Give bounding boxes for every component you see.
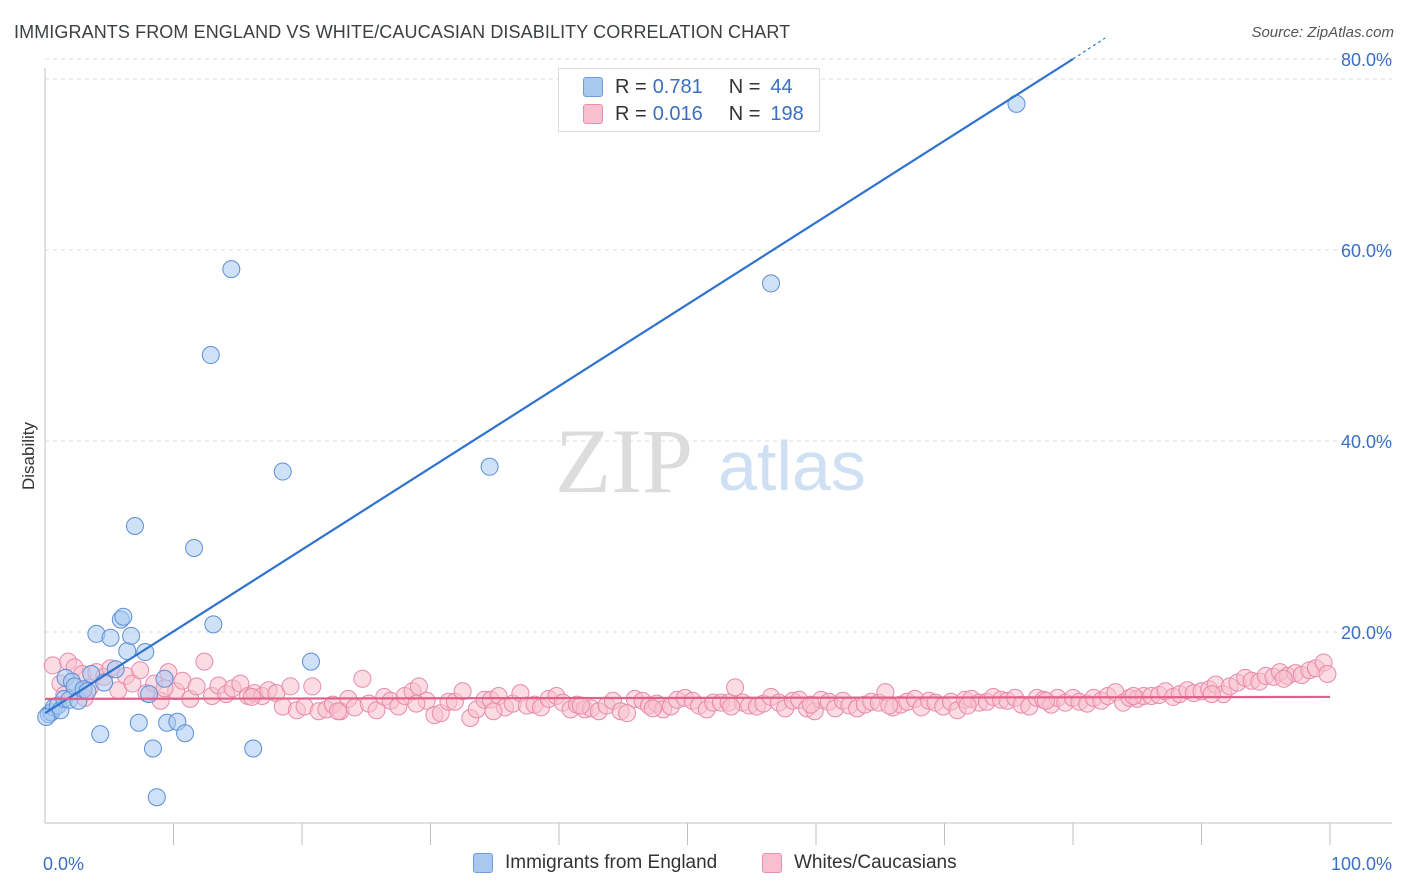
whites-point [187,677,206,696]
legend-swatch-whites [762,853,782,873]
legend-r-value: 0.781 [652,75,703,98]
legend-n-value: 44 [770,75,793,98]
chart-title: IMMIGRANTS FROM ENGLAND VS WHITE/CAUCASI… [14,22,791,42]
whites-point [484,702,503,721]
stats-legend: R = 0.781 N = 44 R = 0.016 N = 198 [558,68,820,132]
trend-lines [44,37,1331,715]
legend-n-label: N = [728,75,761,98]
immigrants-point [129,713,148,732]
trend-line-immigrants [44,58,1074,715]
immigrants-point [140,685,159,704]
immigrants-point [155,669,174,688]
immigrants-point [185,538,204,557]
immigrants-point [273,462,292,481]
y-tick-label: 60.0% [1341,241,1392,261]
legend-row-whites: R = 0.016 N = 198 [583,102,804,126]
y-axis-title: Disability [19,421,38,490]
trend-line-immigrants-ext [1072,37,1106,60]
legend-r-label: R = [615,75,647,98]
immigrants-point [143,739,162,758]
immigrants-point [222,260,241,279]
whites-point [353,669,372,688]
series-legend: Immigrants from England Whites/Caucasian… [0,852,1406,878]
legend-swatch-immigrants [583,77,603,97]
immigrants-point [91,725,110,744]
x-tick-label: 100.0% [1331,854,1392,874]
whites-point [643,699,662,718]
axes-layer [44,68,1392,845]
grid-layer [45,58,1392,633]
immigrants-point [201,346,220,365]
whites-point [801,695,820,714]
whites-point [242,687,261,706]
whites-point [328,702,347,721]
legend-item-immigrants[interactable]: Immigrants from England [473,852,717,874]
immigrants-point [176,724,195,743]
legend-n-value: 198 [770,102,804,125]
legend-r-label: R = [615,102,647,125]
whites-point [571,696,590,715]
whites-point [43,656,62,675]
series-immigrants-points [37,94,1026,807]
whites-point [123,674,142,693]
legend-label-immigrants: Immigrants from England [505,852,718,873]
immigrants-point [125,516,144,535]
trend-line-whites [44,695,1331,700]
series-whites-points [43,652,1337,727]
whites-point [726,678,745,697]
immigrants-point [147,788,166,807]
whites-point [880,696,899,715]
whites-point [195,652,214,671]
axis-labels: 20.0% 40.0% 60.0% 80.0% 0.0% 100.0% Disability [19,50,1392,874]
watermark-atlas: atlas [718,427,866,505]
immigrants-point [204,615,223,634]
immigrants-point [480,457,499,476]
whites-point [131,661,150,680]
whites-point [1274,669,1293,688]
immigrants-point [244,739,263,758]
whites-point [281,677,300,696]
immigrants-point [101,628,120,647]
legend-r-value: 0.016 [652,102,703,125]
watermark-zip: ZIP [555,410,693,512]
x-tick-label: 0.0% [43,854,84,874]
whites-point [303,677,322,696]
y-tick-label: 40.0% [1341,432,1392,452]
whites-point [958,696,977,715]
whites-point [1124,686,1143,705]
legend-n-label: N = [728,102,761,125]
legend-item-whites[interactable]: Whites/Caucasians [762,852,957,874]
immigrants-point [762,274,781,293]
immigrants-point [301,652,320,671]
immigrants-point [114,607,133,626]
legend-label-whites: Whites/Caucasians [794,852,957,873]
y-tick-label: 80.0% [1341,50,1392,70]
immigrants-point [37,707,56,726]
legend-row-immigrants: R = 0.781 N = 44 [583,75,793,99]
legend-swatch-immigrants [473,853,493,873]
whites-point [1037,691,1056,710]
whites-point [1202,685,1221,704]
whites-point [618,704,637,723]
whites-point [409,677,428,696]
whites-point [367,701,386,720]
y-tick-label: 20.0% [1341,623,1392,643]
whites-point [722,697,741,716]
whites-point [453,682,472,701]
immigrants-point [122,626,141,645]
source-label: Source: ZipAtlas.com [1251,24,1394,41]
legend-swatch-whites [583,104,603,124]
whites-point [1318,665,1337,684]
